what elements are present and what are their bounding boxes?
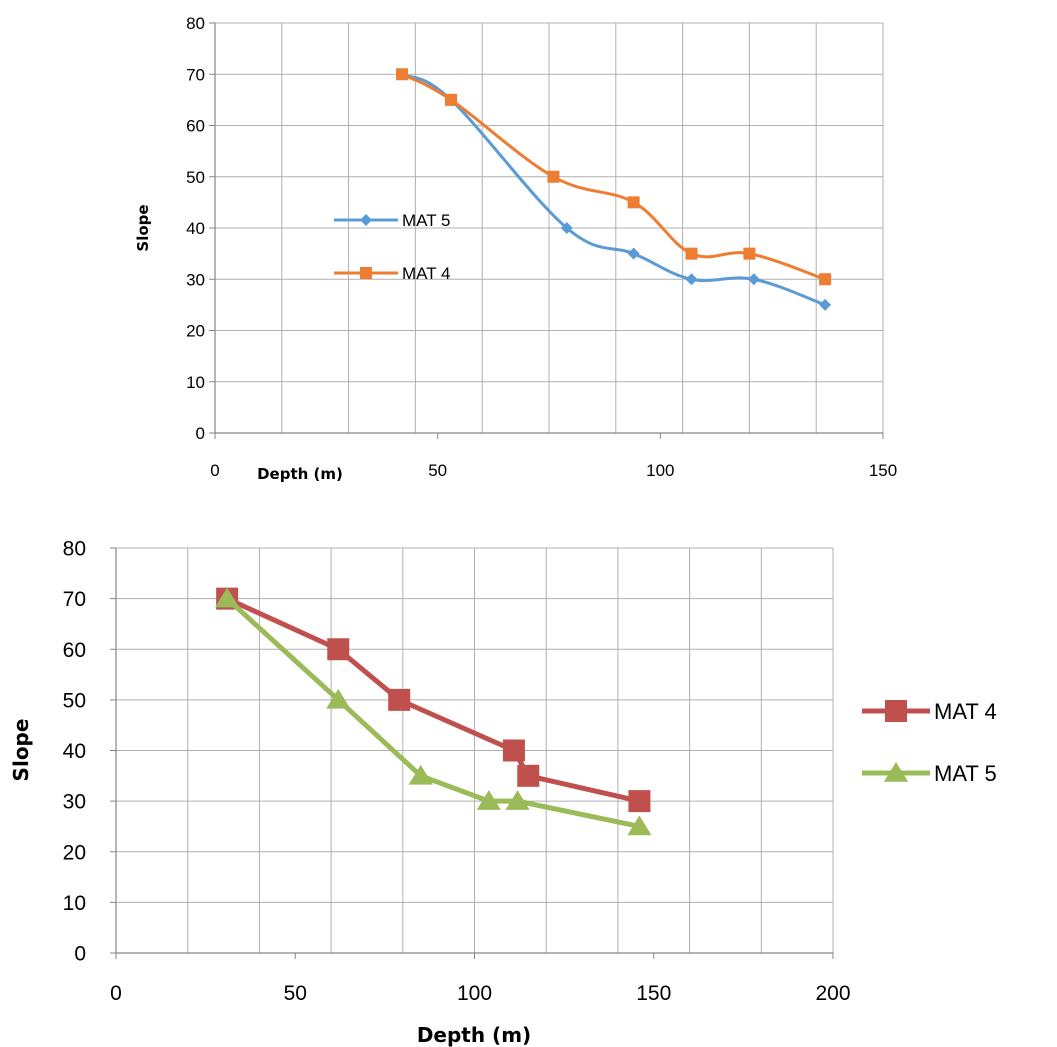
data-point (819, 298, 832, 311)
y-tick-label: 50 (63, 689, 86, 712)
data-point (505, 790, 530, 810)
y-tick-label: 0 (74, 943, 86, 966)
gridlines (215, 22, 884, 433)
y-tick-label: 30 (186, 270, 205, 289)
data-point (627, 247, 640, 260)
legend-marker (360, 214, 372, 226)
data-point (408, 764, 433, 785)
x-axis-title: Depth (m) (417, 1023, 531, 1047)
legend-marker (883, 762, 909, 782)
y-tick-label: 10 (63, 892, 86, 915)
data-point (396, 68, 409, 81)
y-tick-label: 60 (63, 639, 86, 662)
data-point (445, 93, 458, 106)
legend-label: MAT 4 (402, 264, 451, 283)
data-point (685, 247, 698, 260)
x-tick-label: 100 (646, 461, 674, 480)
y-tick-label: 20 (186, 322, 205, 341)
x-tick-label: 0 (110, 982, 122, 1005)
data-point (547, 170, 560, 183)
data-point (326, 688, 351, 709)
y-tick-label: 80 (186, 14, 205, 33)
series-line (225, 596, 640, 829)
legend-marker (885, 700, 907, 722)
gridlines (116, 547, 834, 953)
data-point (627, 815, 652, 836)
x-tick-label: 150 (869, 461, 897, 480)
x-tick-label: 50 (284, 982, 307, 1005)
y-axis-title: Slope (134, 204, 152, 251)
legend-label: MAT 5 (934, 761, 997, 786)
data-point (502, 739, 525, 762)
series-line (226, 596, 640, 804)
data-point (685, 273, 698, 286)
legend-entry: MAT 5 (862, 761, 997, 786)
y-tick-label: 10 (186, 373, 205, 392)
y-tick-label: 0 (196, 424, 205, 443)
y-tick-label: 70 (63, 588, 86, 611)
legend-label: MAT 4 (934, 699, 997, 724)
data-point (517, 764, 540, 787)
x-tick-label: 0 (210, 461, 219, 480)
data-point (327, 638, 350, 661)
series-mat-5 (396, 68, 832, 311)
data-point (819, 273, 832, 286)
y-tick-label: 30 (63, 791, 86, 814)
legend-entry: MAT 4 (862, 699, 997, 724)
data-point (215, 587, 240, 608)
y-tick-label: 40 (186, 219, 205, 238)
legend-entry: MAT 5 (334, 211, 451, 230)
y-tick-label: 80 (63, 538, 86, 561)
legend-label: MAT 5 (402, 211, 451, 230)
data-point (628, 790, 651, 813)
x-tick-label: 50 (428, 461, 447, 480)
chart-2: 0 10 20 30 40 50 60 70 80 0 50 100 150 200 Depth (m) Sl… (9, 538, 997, 1047)
series-mat-4 (396, 68, 832, 286)
legend-entry: MAT 4 (334, 264, 451, 283)
data-point (388, 688, 411, 711)
series-mat-5 (215, 587, 652, 836)
y-tick-label: 70 (186, 65, 205, 84)
x-axis-title: Depth (m) (257, 465, 343, 483)
y-tick-label: 20 (63, 841, 86, 864)
x-tick-label: 200 (815, 982, 850, 1005)
data-point (627, 196, 640, 209)
data-point (560, 222, 573, 234)
y-tick-label: 50 (186, 168, 205, 187)
x-tick-label: 150 (636, 982, 671, 1005)
chart-1: 0 10 20 30 40 50 60 70 80 0 50 100 150 Depth (m) Slope… (134, 14, 897, 483)
data-point (476, 790, 501, 810)
x-tick-label: 100 (457, 982, 492, 1005)
y-tick-label: 60 (186, 117, 205, 136)
y-tick-label: 40 (63, 740, 86, 763)
y-axis-title: Slope (9, 719, 33, 782)
legend-marker (360, 267, 372, 279)
data-point (743, 247, 756, 260)
data-point (747, 273, 760, 286)
